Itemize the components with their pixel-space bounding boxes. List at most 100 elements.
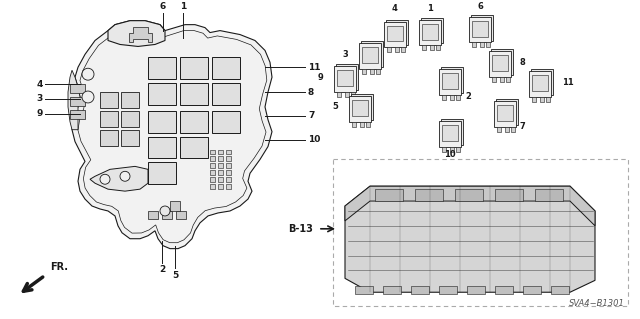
Bar (180, 83, 208, 105)
Polygon shape (108, 21, 165, 47)
Bar (383, 286, 401, 294)
Bar (421, 18, 443, 43)
Bar (387, 48, 391, 52)
Bar (212, 111, 240, 133)
Bar (351, 94, 373, 120)
Bar (349, 96, 371, 122)
Circle shape (100, 174, 110, 184)
Bar (495, 286, 513, 294)
Bar (531, 69, 553, 95)
Bar (148, 57, 176, 79)
Bar (352, 100, 368, 116)
Bar (492, 77, 496, 82)
Bar (495, 189, 523, 201)
Text: B-13: B-13 (288, 224, 313, 234)
Circle shape (82, 91, 94, 103)
Bar (532, 75, 548, 91)
Text: 8: 8 (520, 58, 525, 67)
Bar (442, 95, 446, 100)
Bar (218, 163, 223, 168)
Bar (442, 146, 446, 152)
Bar (439, 121, 461, 146)
Bar (352, 122, 356, 127)
Bar (370, 69, 374, 74)
Bar (210, 184, 215, 189)
Bar (362, 69, 366, 74)
Bar (489, 51, 511, 77)
Text: 1: 1 (180, 2, 186, 11)
Polygon shape (129, 26, 152, 42)
Bar (441, 67, 463, 93)
Circle shape (120, 171, 130, 181)
Bar (456, 146, 460, 152)
Bar (121, 92, 139, 108)
Bar (500, 77, 504, 82)
Text: 3: 3 (36, 94, 43, 103)
Text: 7: 7 (520, 122, 525, 131)
Bar (386, 20, 408, 45)
Bar (401, 48, 405, 52)
Bar (450, 95, 454, 100)
Bar (486, 42, 490, 48)
Polygon shape (345, 186, 595, 292)
Bar (100, 130, 118, 145)
Bar (355, 286, 373, 294)
Bar (226, 177, 231, 182)
Bar (148, 211, 158, 219)
Bar (218, 184, 223, 189)
Bar (384, 22, 406, 48)
Bar (334, 66, 356, 92)
Polygon shape (72, 21, 272, 249)
Text: 4: 4 (392, 4, 398, 13)
Bar (532, 97, 536, 102)
Bar (469, 17, 491, 42)
Text: 8: 8 (308, 87, 314, 97)
Bar (121, 111, 139, 127)
Bar (360, 122, 364, 127)
Bar (100, 111, 118, 127)
Bar (422, 45, 426, 50)
Bar (497, 127, 501, 132)
Bar (148, 137, 176, 159)
Bar (210, 170, 215, 175)
Bar (450, 146, 454, 152)
Bar (121, 130, 139, 145)
Bar (471, 15, 493, 41)
Bar (472, 21, 488, 37)
Bar (210, 156, 215, 161)
Text: 4: 4 (36, 80, 43, 89)
Bar (472, 42, 476, 48)
Text: 2: 2 (465, 92, 471, 101)
Bar (441, 119, 463, 145)
Bar (376, 69, 380, 74)
Text: 5: 5 (332, 102, 338, 111)
Bar (551, 286, 569, 294)
Bar (148, 111, 176, 133)
Bar (218, 177, 223, 182)
Bar (180, 111, 208, 133)
Bar (395, 48, 399, 52)
Text: 7: 7 (308, 111, 314, 120)
Bar (176, 211, 186, 219)
Bar (218, 150, 223, 154)
Text: 6: 6 (477, 2, 483, 11)
Text: 10: 10 (444, 150, 456, 159)
Bar (70, 97, 85, 106)
Bar (218, 170, 223, 175)
Bar (422, 24, 438, 40)
Bar (170, 201, 180, 211)
Bar (366, 122, 370, 127)
Text: 11: 11 (562, 78, 573, 87)
Text: FR.: FR. (50, 263, 68, 272)
Bar (212, 83, 240, 105)
Bar (148, 162, 176, 184)
Bar (362, 48, 378, 63)
Bar (442, 125, 458, 141)
Bar (430, 45, 434, 50)
Bar (210, 177, 215, 182)
Bar (336, 64, 358, 90)
Bar (505, 127, 509, 132)
Bar (456, 95, 460, 100)
Bar (415, 189, 443, 201)
Bar (411, 286, 429, 294)
